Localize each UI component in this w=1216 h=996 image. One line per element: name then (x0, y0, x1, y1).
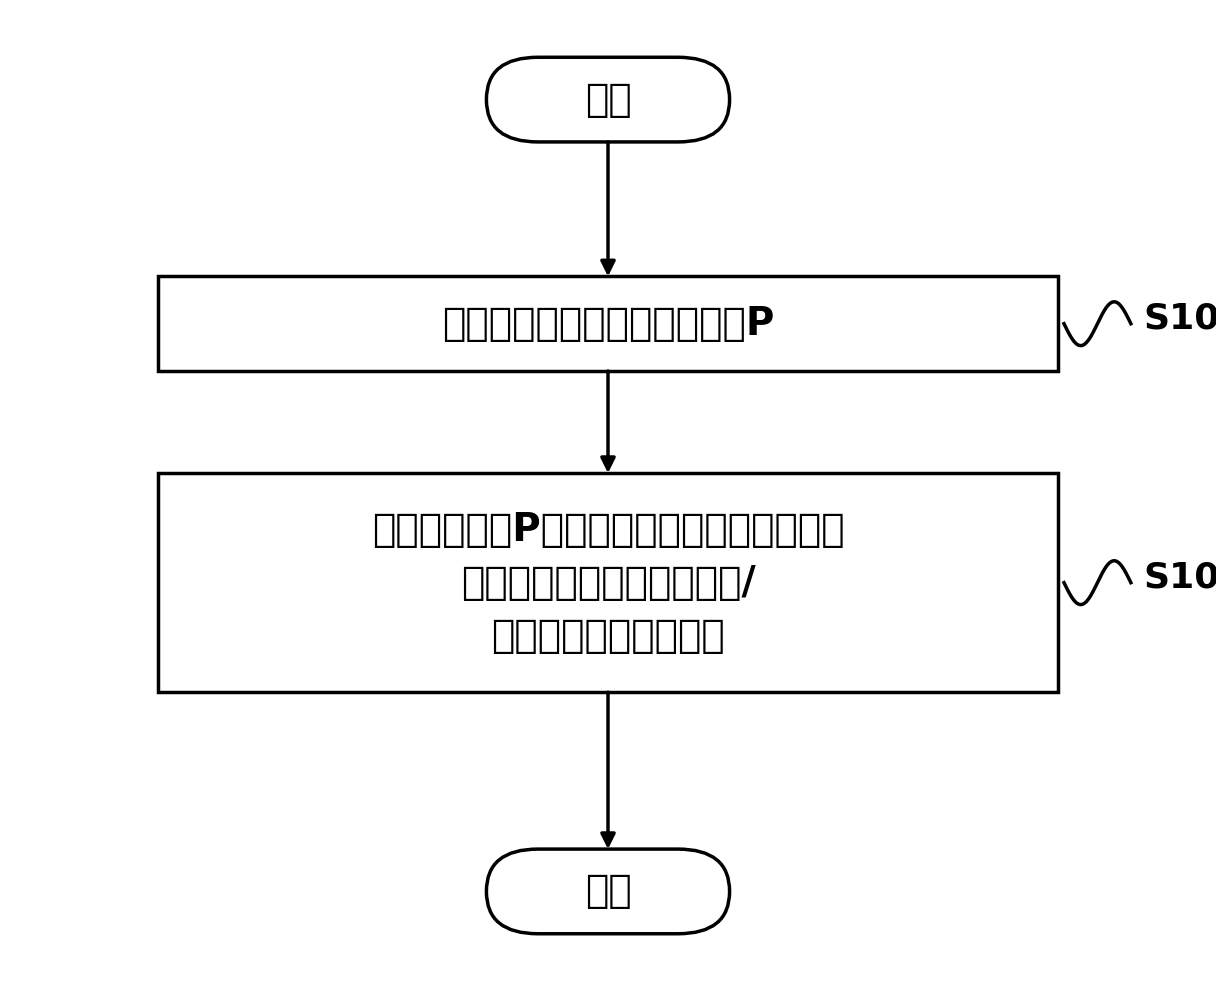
FancyBboxPatch shape (486, 57, 730, 141)
Text: S104: S104 (1143, 561, 1216, 595)
Text: S102: S102 (1143, 302, 1216, 336)
FancyBboxPatch shape (486, 849, 730, 934)
Text: 开始: 开始 (585, 81, 631, 119)
Text: 结束: 结束 (585, 872, 631, 910)
FancyBboxPatch shape (158, 276, 1058, 371)
Text: 根据系统压力P与预设系统极限压力的大小关
系，控制第一室外换热器和/
或第二室外换热器工作: 根据系统压力P与预设系统极限压力的大小关 系，控制第一室外换热器和/ 或第二室外… (372, 511, 844, 654)
Text: 检测多联空调系统的系统压力P: 检测多联空调系统的系统压力P (441, 305, 775, 343)
FancyBboxPatch shape (158, 473, 1058, 692)
